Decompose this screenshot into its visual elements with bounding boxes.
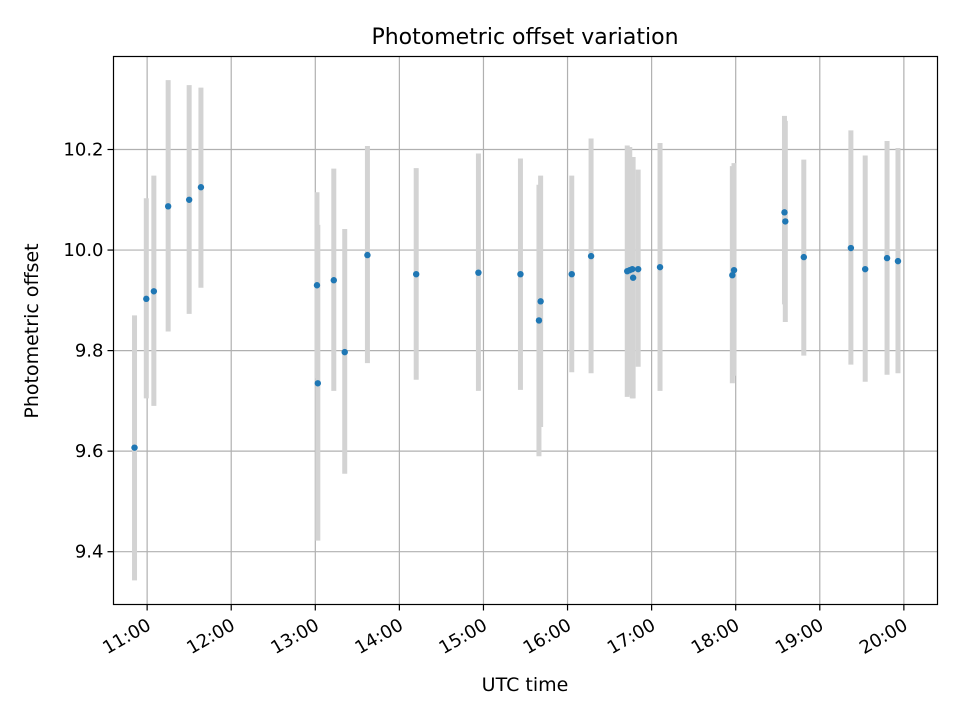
data-point	[475, 269, 482, 276]
x-tick-label: 12:00	[183, 615, 238, 659]
data-point	[330, 277, 337, 284]
data-point	[894, 257, 902, 265]
data-point	[781, 209, 788, 216]
data-point	[629, 274, 637, 281]
x-tick-label: 15:00	[436, 615, 491, 659]
data-point	[364, 251, 371, 259]
chart-title: Photometric offset variation	[371, 25, 678, 50]
x-tick-label: 11:00	[99, 615, 154, 659]
data-point	[629, 265, 636, 273]
data-point	[861, 265, 869, 273]
data-point	[341, 348, 348, 356]
y-tick-label: 9.8	[75, 341, 104, 362]
data-point	[568, 270, 575, 278]
data-point	[150, 288, 158, 295]
data-point	[197, 184, 205, 191]
data-point	[517, 270, 524, 278]
data-points	[131, 184, 902, 451]
data-point	[782, 218, 789, 225]
x-tick-label: 16:00	[520, 615, 575, 659]
grid	[113, 56, 938, 605]
data-point	[185, 196, 193, 203]
y-tick-label: 9.6	[75, 441, 104, 462]
data-point	[143, 295, 150, 303]
data-point	[537, 298, 544, 305]
data-point	[313, 282, 321, 289]
data-point	[412, 270, 420, 278]
plot-frame	[112, 55, 939, 606]
y-tick-label: 10.2	[63, 140, 103, 161]
error-bars	[132, 80, 901, 581]
data-point	[730, 266, 738, 274]
data-point	[729, 271, 736, 279]
y-tick-label: 9.4	[75, 542, 104, 563]
y-axis-label: Photometric offset	[21, 243, 43, 418]
x-tick-label: 14:00	[351, 615, 406, 659]
x-tick-label: 19:00	[772, 615, 827, 659]
y-tick-label: 10.0	[63, 240, 103, 261]
x-tick-label: 13:00	[267, 615, 322, 659]
data-point	[535, 317, 543, 324]
x-tick-label: 17:00	[604, 615, 659, 659]
data-point	[587, 252, 595, 260]
x-axis-label: UTC time	[482, 674, 569, 696]
data-point	[847, 244, 855, 252]
data-point	[314, 380, 322, 387]
data-point	[164, 203, 172, 210]
x-tick-label: 18:00	[688, 615, 743, 659]
data-point	[656, 263, 664, 271]
data-point	[131, 444, 138, 451]
data-point	[800, 253, 808, 261]
data-point	[634, 265, 642, 273]
data-point	[883, 254, 891, 262]
x-tick-label: 20:00	[856, 615, 911, 659]
